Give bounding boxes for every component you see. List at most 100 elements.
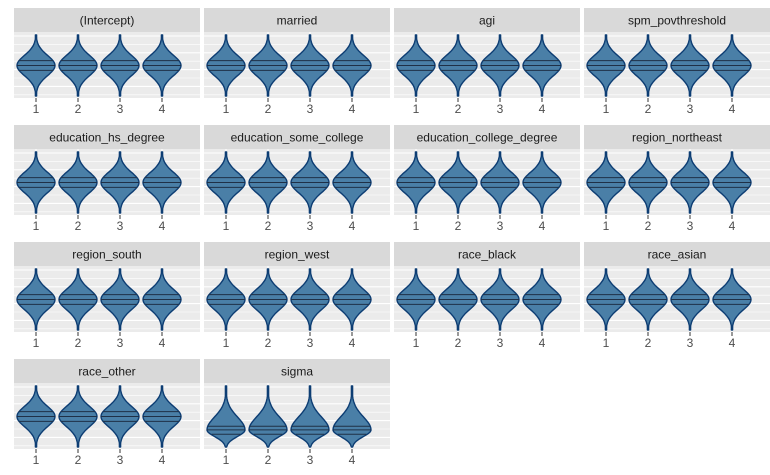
x-tick-label: 4 — [349, 102, 356, 116]
x-tick-label: 3 — [497, 219, 504, 233]
facet-strip — [204, 359, 390, 383]
x-tick-label: 1 — [413, 219, 420, 233]
x-tick-label: 1 — [33, 336, 40, 350]
x-tick-label: 2 — [265, 336, 272, 350]
x-tick-label: 2 — [75, 219, 82, 233]
facet-title: education_college_degree — [417, 131, 558, 145]
x-tick-label: 3 — [497, 102, 504, 116]
x-tick-label: 3 — [687, 219, 694, 233]
x-tick-label: 3 — [307, 453, 314, 467]
x-tick-label: 2 — [455, 336, 462, 350]
facet-title: race_black — [458, 248, 517, 262]
facet-panel: region_west 1 2 3 4 — [204, 242, 390, 350]
x-tick-label: 2 — [645, 336, 652, 350]
x-tick-label: 4 — [159, 102, 166, 116]
facet-title: race_asian — [648, 248, 707, 262]
facet-strip — [14, 359, 200, 383]
x-tick-label: 4 — [729, 102, 736, 116]
x-tick-label: 4 — [349, 219, 356, 233]
x-tick-label: 4 — [729, 336, 736, 350]
facet-strip — [204, 8, 390, 32]
x-tick-label: 3 — [307, 336, 314, 350]
x-tick-label: 4 — [159, 453, 166, 467]
x-tick-label: 4 — [539, 219, 546, 233]
facet-panel: race_asian 1 2 3 4 — [584, 242, 770, 350]
x-tick-label: 2 — [455, 102, 462, 116]
x-tick-label: 2 — [265, 102, 272, 116]
facet-title: sigma — [281, 365, 313, 379]
facet-strip — [584, 8, 770, 32]
x-tick-label: 2 — [75, 336, 82, 350]
x-tick-label: 2 — [75, 453, 82, 467]
x-tick-label: 4 — [159, 336, 166, 350]
facet-panel: spm_povthreshold 1 2 3 4 — [584, 8, 770, 116]
facet-panel: (Intercept) 1 2 3 4 — [14, 8, 200, 116]
facet-strip — [14, 242, 200, 266]
x-tick-label: 3 — [117, 219, 124, 233]
facet-strip — [584, 242, 770, 266]
x-tick-label: 2 — [645, 219, 652, 233]
x-tick-label: 4 — [539, 102, 546, 116]
violin-shape — [206, 385, 246, 448]
x-tick-label: 3 — [687, 336, 694, 350]
x-tick-label: 3 — [307, 219, 314, 233]
x-tick-label: 3 — [117, 336, 124, 350]
x-tick-label: 4 — [349, 453, 356, 467]
x-tick-label: 2 — [75, 102, 82, 116]
x-tick-label: 3 — [117, 453, 124, 467]
facet-strip — [394, 242, 580, 266]
x-tick-label: 1 — [33, 102, 40, 116]
x-tick-label: 2 — [265, 219, 272, 233]
facet-title: spm_povthreshold — [628, 14, 726, 28]
x-tick-label: 4 — [539, 336, 546, 350]
facet-panel: education_some_college 1 2 3 4 — [204, 125, 390, 233]
facet-strip — [204, 242, 390, 266]
facet-panel: education_college_degree 1 2 3 4 — [394, 125, 580, 233]
x-tick-label: 1 — [223, 336, 230, 350]
x-tick-label: 1 — [223, 102, 230, 116]
facet-panel: agi 1 2 3 4 — [394, 8, 580, 116]
x-tick-label: 1 — [223, 219, 230, 233]
facet-panel: region_northeast 1 2 3 4 — [584, 125, 770, 233]
x-tick-label: 1 — [223, 453, 230, 467]
facet-panel: region_south 1 2 3 4 — [14, 242, 200, 350]
facet-title: married — [277, 14, 318, 28]
violin-shape — [290, 385, 330, 448]
x-tick-label: 2 — [645, 102, 652, 116]
facet-panel: race_black 1 2 3 4 — [394, 242, 580, 350]
x-tick-label: 1 — [603, 219, 610, 233]
x-tick-label: 4 — [159, 219, 166, 233]
x-tick-label: 2 — [455, 219, 462, 233]
facet-title: race_other — [78, 365, 135, 379]
violin-shape — [248, 385, 288, 448]
x-tick-label: 3 — [307, 102, 314, 116]
facet-title: (Intercept) — [80, 14, 135, 28]
facet-panel: race_other 1 2 3 4 — [14, 359, 200, 467]
x-tick-label: 4 — [349, 336, 356, 350]
x-tick-label: 1 — [603, 102, 610, 116]
x-tick-label: 3 — [687, 102, 694, 116]
x-tick-label: 3 — [497, 336, 504, 350]
facet-title: education_some_college — [231, 131, 364, 145]
facet-strip — [394, 8, 580, 32]
violin-shape — [332, 385, 372, 448]
facet-title: education_hs_degree — [49, 131, 165, 145]
x-tick-label: 1 — [33, 453, 40, 467]
x-tick-label: 1 — [413, 102, 420, 116]
facet-title: region_northeast — [632, 131, 723, 145]
facet-panel: education_hs_degree 1 2 3 4 — [14, 125, 200, 233]
x-tick-label: 2 — [265, 453, 272, 467]
facet-panel: sigma 1 2 3 4 — [204, 359, 390, 467]
facet-strip — [14, 125, 200, 149]
facet-title: region_south — [72, 248, 141, 262]
x-tick-label: 4 — [729, 219, 736, 233]
x-tick-label: 1 — [33, 219, 40, 233]
facet-strip — [204, 125, 390, 149]
facet-panel: married 1 2 3 4 — [204, 8, 390, 116]
facet-title: agi — [479, 14, 495, 28]
facet-strip — [394, 125, 580, 149]
x-tick-label: 1 — [413, 336, 420, 350]
facet-strip — [584, 125, 770, 149]
facet-title: region_west — [265, 248, 330, 262]
